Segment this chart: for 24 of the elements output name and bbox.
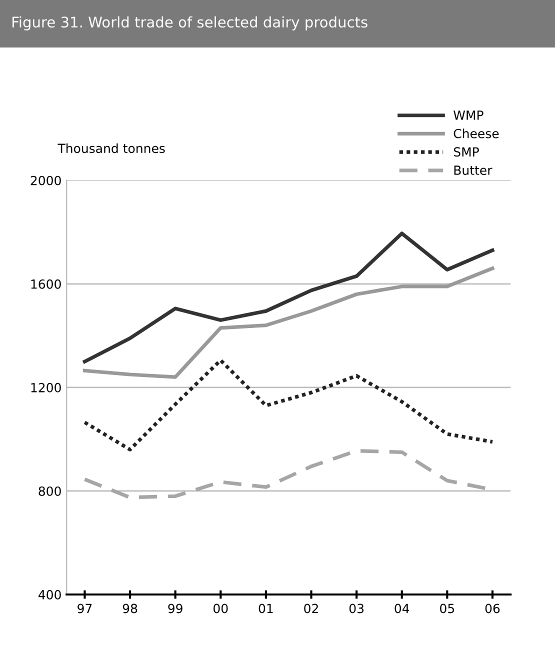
legend-label: Cheese [454,128,499,138]
x-tick-label: 01 [258,604,273,614]
y-tick-label: 1600 [31,279,61,289]
legend-label: WMP [454,110,484,120]
x-tick-label: 02 [304,604,318,614]
y-tick-label: 400 [38,590,61,600]
y-axis-title: Thousand tonnes [58,143,165,154]
x-tick-label: 98 [122,604,138,614]
line-series [82,266,494,379]
x-tick-label: 00 [214,604,228,614]
x-tick-label: 99 [168,604,182,614]
x-tick-label: 03 [349,604,364,614]
legend-label: SMP [454,147,479,157]
legend-label: Butter [454,166,492,175]
x-tick-label: 04 [394,604,410,614]
y-tick-label: 1200 [31,382,61,392]
y-tick-label: 800 [38,486,61,496]
x-tick-label: 06 [485,604,500,614]
line-series [82,358,494,452]
x-tick-label: 97 [78,604,92,614]
y-tick-label: 2000 [30,176,61,186]
x-tick-label: 05 [440,604,454,614]
line-series [82,232,494,364]
chart-title: Figure 31. World trade of selected dairy products [12,16,368,30]
